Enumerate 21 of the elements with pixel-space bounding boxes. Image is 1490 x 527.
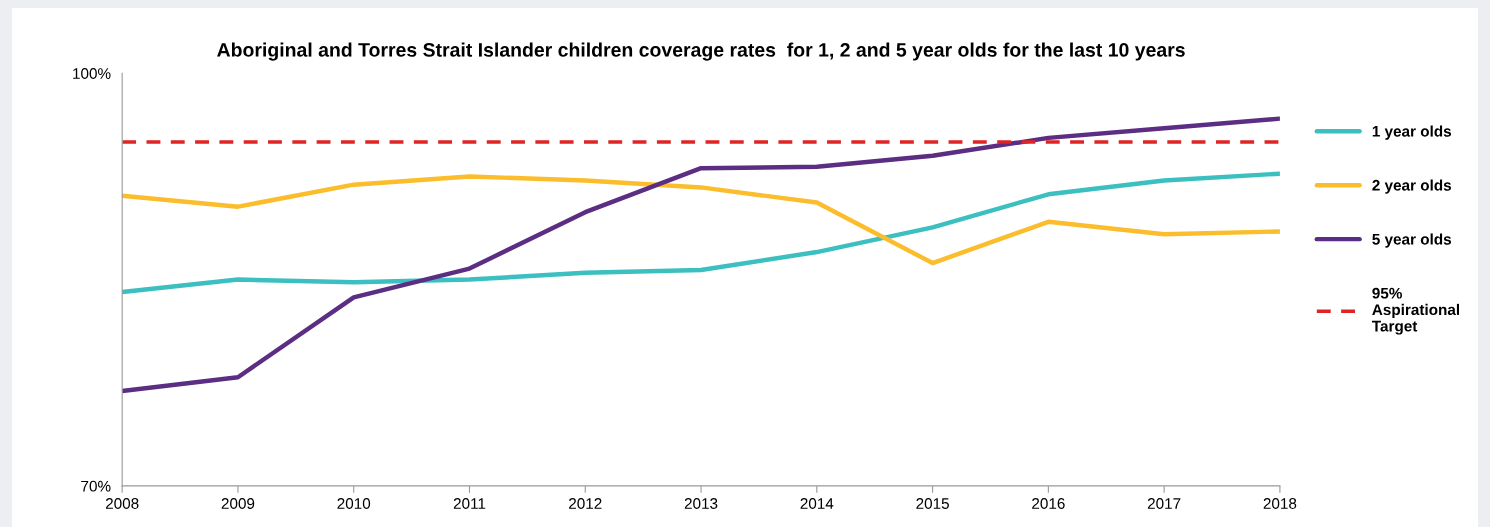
x-tick-label: 2009 <box>221 498 255 509</box>
x-tick-label: 2013 <box>684 498 718 509</box>
x-tick-label: 2017 <box>1147 498 1181 509</box>
line-series <box>122 171 1280 295</box>
legend-label: 5 year olds <box>1372 233 1452 248</box>
legend-label: 1 year olds <box>1372 125 1452 140</box>
x-tick-label: 2012 <box>569 498 602 509</box>
line-series <box>122 116 1280 394</box>
x-tick-label: 2010 <box>337 498 371 509</box>
legend-label: 95% Aspirational Target <box>1371 287 1460 335</box>
line-series <box>122 174 1280 266</box>
x-tick-label: 2018 <box>1263 498 1297 509</box>
y-tick-label: 70% <box>81 480 111 492</box>
chart-title: Aboriginal and Torres Strait Islander children coverage rates for 1, 2 and 5 year olds for the last 10 years <box>217 42 1185 61</box>
x-tick-label: 2016 <box>1032 498 1065 509</box>
legend-label: 2 year olds <box>1372 179 1452 194</box>
x-tick-label: 2008 <box>105 498 139 509</box>
x-tick-label: 2011 <box>453 498 486 509</box>
x-tick-label: 2015 <box>916 498 949 509</box>
y-tick-label: 100% <box>73 68 111 79</box>
x-tick-label: 2014 <box>800 498 834 509</box>
